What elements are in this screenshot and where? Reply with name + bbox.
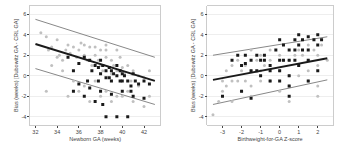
svg-text:-4: -4 [21, 114, 26, 120]
svg-text:Birthweight-for-GA Z-score: Birthweight-for-GA Z-score [238, 136, 303, 142]
svg-text:-1: -1 [258, 129, 263, 135]
svg-text:6: 6 [23, 11, 26, 17]
svg-text:2: 2 [316, 129, 319, 135]
svg-text:Newborn GA (weeks): Newborn GA (weeks) [69, 136, 121, 142]
svg-text:32: 32 [32, 129, 38, 135]
svg-text:40: 40 [119, 129, 125, 135]
svg-text:38: 38 [98, 129, 104, 135]
svg-text:42: 42 [141, 129, 147, 135]
svg-text:2: 2 [23, 52, 26, 58]
svg-text:1: 1 [297, 129, 300, 135]
svg-text:-3: -3 [220, 129, 225, 135]
svg-text:2: 2 [200, 52, 203, 58]
svg-text:36: 36 [76, 129, 82, 135]
svg-text:4: 4 [200, 32, 203, 38]
svg-text:0: 0 [278, 129, 281, 135]
svg-text:-2: -2 [21, 93, 26, 99]
svg-text:-4: -4 [199, 114, 204, 120]
svg-text:6: 6 [200, 11, 203, 17]
svg-text:Bias (weeks) [Dubowitz GA - CR: Bias (weeks) [Dubowitz GA - CRL GA] [13, 19, 19, 112]
svg-text:34: 34 [54, 129, 60, 135]
svg-text:-2: -2 [239, 129, 244, 135]
svg-text:0: 0 [200, 73, 203, 79]
svg-text:Bias (weeks) [Dubowitz GA - CR: Bias (weeks) [Dubowitz GA - CRL GA] [190, 19, 196, 112]
svg-text:4: 4 [23, 32, 26, 38]
svg-text:-2: -2 [199, 93, 204, 99]
svg-text:0: 0 [23, 73, 26, 79]
